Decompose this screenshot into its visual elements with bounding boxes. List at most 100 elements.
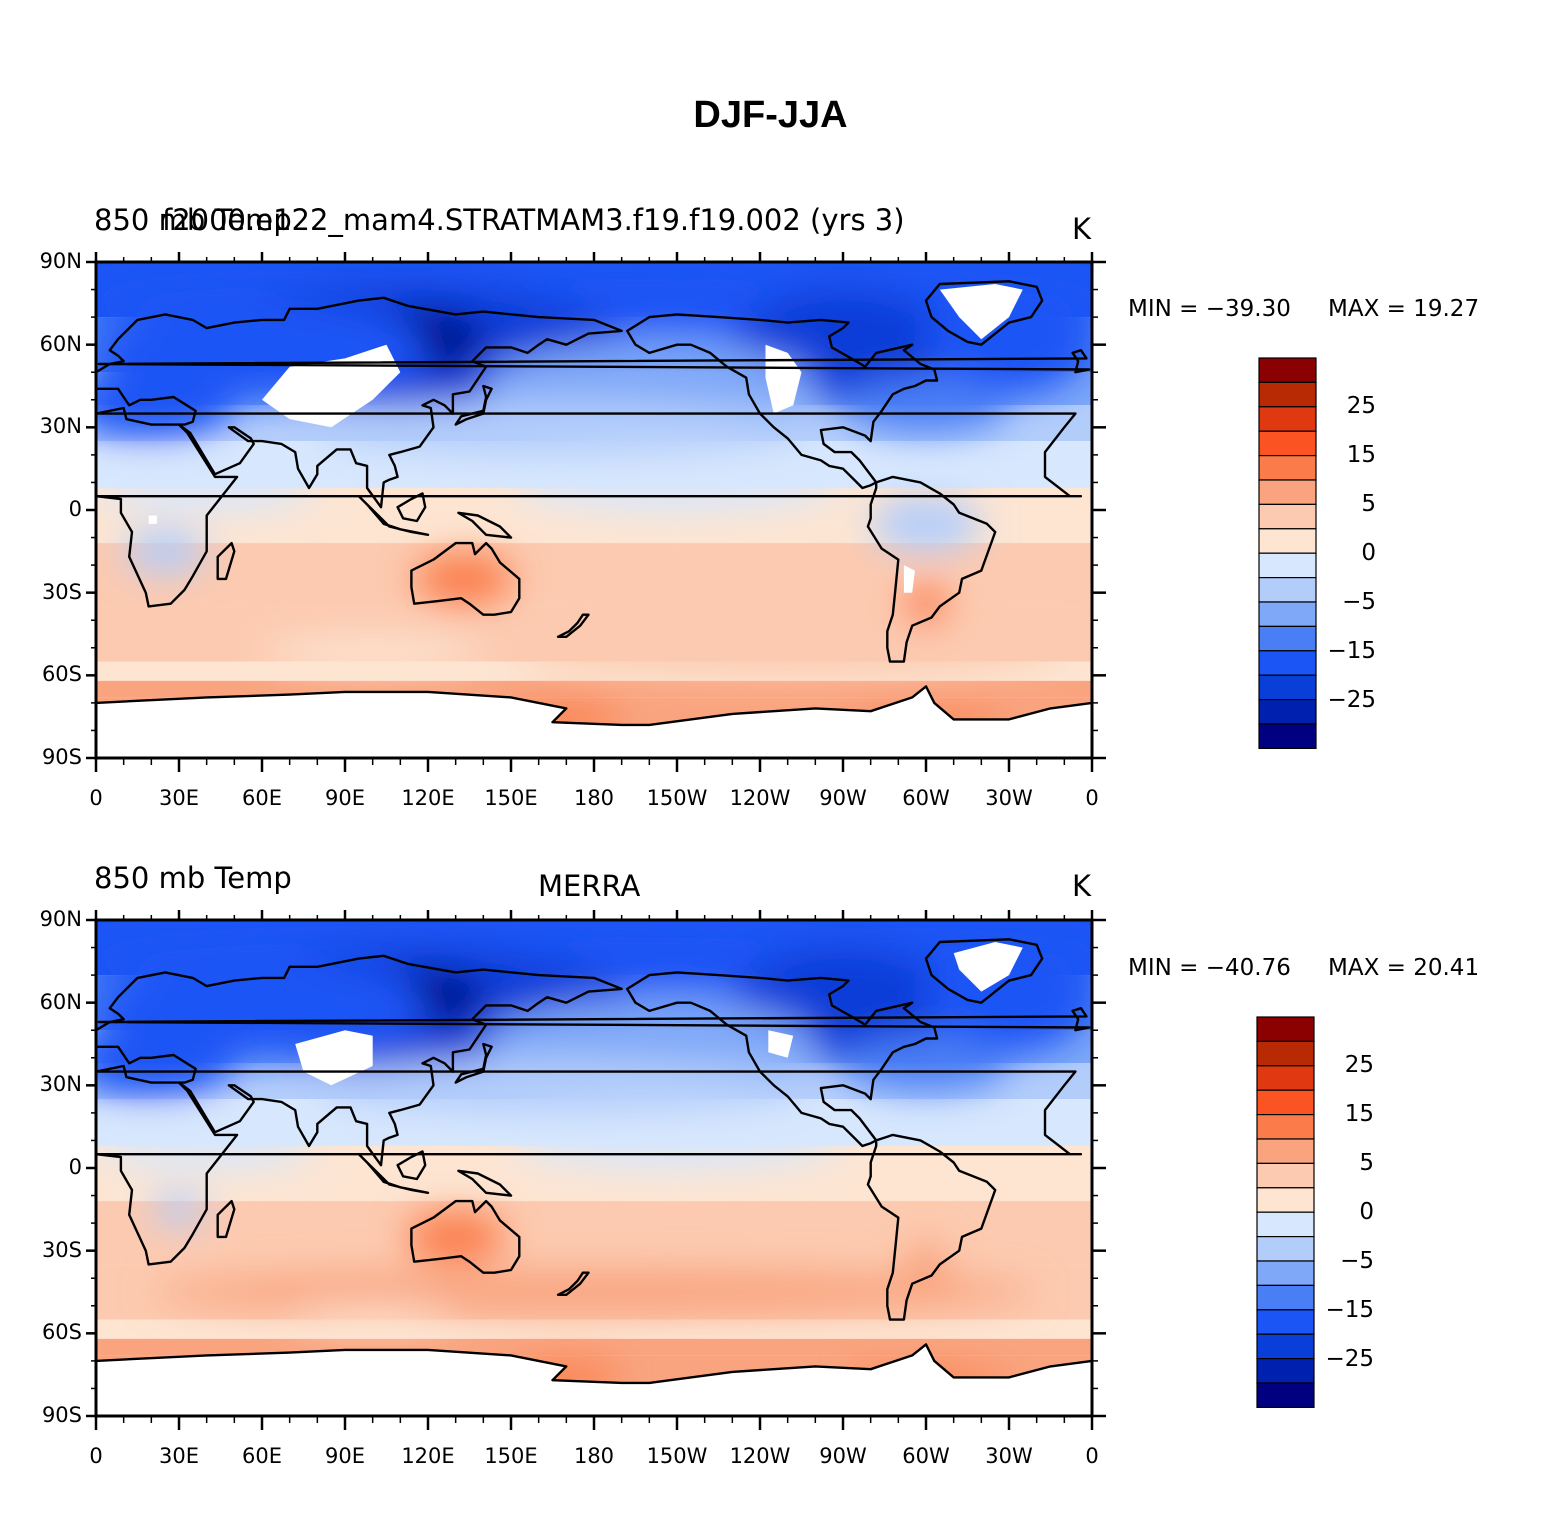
x-tick-label: 90W: [819, 1444, 867, 1468]
colorbar-label: −5: [1340, 1248, 1374, 1274]
x-tick-label: 120E: [401, 786, 455, 810]
colorbar-box: [1258, 552, 1317, 579]
missing-region: [765, 344, 802, 414]
coastline-png: [457, 511, 513, 539]
x-tick-label: 120W: [729, 786, 791, 810]
colorbar-label: 5: [1361, 491, 1376, 517]
colorbar-label: 0: [1359, 1199, 1374, 1225]
panel2-max-text: MAX = 20.41: [1328, 955, 1480, 981]
y-tick-label: 90N: [39, 249, 82, 273]
coastline-europe_asia: [96, 296, 623, 509]
coastline-samerica: [866, 1133, 997, 1321]
panel2-field: [96, 920, 1092, 1416]
panel2-units-label: K: [1072, 869, 1092, 903]
colorbar-box: [1258, 674, 1317, 701]
y-tick-label: 30S: [41, 579, 82, 604]
colorbar-box: [1258, 723, 1317, 749]
panel1-map: [96, 262, 1092, 758]
missing-region: [903, 565, 915, 593]
coastline-antarctica: [96, 1343, 1092, 1385]
contour-region: [289, 1305, 456, 1328]
y-tick-label: 90S: [41, 745, 82, 769]
contour-region: [96, 465, 318, 510]
contour-region: [96, 1123, 318, 1168]
colorbar-label: 5: [1359, 1150, 1374, 1176]
x-tick-label: 0: [1085, 1444, 1099, 1468]
panel2-colorbar: [1256, 1016, 1315, 1408]
panel2-center-label: MERRA: [538, 869, 641, 903]
panel1-field: [96, 262, 1092, 758]
panel1-units-label: K: [1072, 212, 1092, 246]
x-tick-label: 120W: [729, 1444, 791, 1468]
x-tick-label: 150E: [484, 1444, 538, 1468]
contour-region: [151, 1269, 1037, 1315]
x-tick-label: 60W: [902, 786, 950, 810]
contour-region: [123, 529, 207, 574]
x-tick-label: 90W: [819, 786, 867, 810]
x-tick-label: 30E: [159, 1444, 199, 1468]
colorbar-box: [1256, 1382, 1315, 1408]
colorbar-label: −15: [1325, 1297, 1374, 1323]
coastline-japan: [454, 384, 493, 426]
missing-region: [953, 942, 1023, 992]
coastline-uk: [97, 1006, 1091, 1032]
y-tick-label: 90N: [39, 907, 82, 931]
x-tick-label: 0: [89, 786, 103, 810]
coastline-africa: [96, 406, 1083, 608]
colorbar-box: [1256, 1016, 1315, 1042]
contour-region: [151, 1192, 207, 1226]
coastline-indonesia: [357, 1152, 430, 1194]
y-tick-label: 60S: [41, 1320, 82, 1345]
contour-region: [414, 554, 514, 604]
panel1-colorbar: [1258, 357, 1317, 749]
y-tick-label: 60S: [41, 662, 82, 687]
coastline-europe_asia: [96, 954, 623, 1167]
x-tick-label: 0: [89, 1444, 103, 1468]
colorbar-box: [1256, 1089, 1315, 1116]
coastline-borneo: [396, 1150, 427, 1181]
colorbar-box: [1258, 479, 1317, 505]
panel2-left-label: 850 mb Temp: [94, 861, 292, 895]
contour-region: [96, 372, 235, 439]
colorbar-box: [1258, 577, 1317, 603]
coastline-madagascar: [216, 541, 236, 581]
colorbar-box: [1256, 1040, 1315, 1067]
contour-region: [96, 1030, 235, 1097]
x-tick-label: 0: [1085, 786, 1099, 810]
y-tick-label: 30S: [41, 1237, 82, 1262]
colorbar-box: [1258, 357, 1317, 383]
coastline-samerica: [866, 475, 997, 663]
colorbar-box: [1258, 699, 1317, 725]
coastline-australia: [410, 1199, 521, 1274]
panel1-case-label: f2000.e122_mam4.STRATMAM3.f19.f19.002 (y…: [162, 203, 905, 237]
coastline-madagascar: [216, 1199, 236, 1239]
colorbar-label: −15: [1327, 638, 1376, 664]
contour-region: [903, 1242, 949, 1287]
contour-region: [843, 1035, 1009, 1091]
x-tick-label: 90E: [325, 1444, 365, 1468]
colorbar-label: −5: [1342, 589, 1376, 615]
contour-region: [903, 584, 949, 629]
x-tick-label: 120E: [401, 1444, 455, 1468]
colorbar-box: [1256, 1358, 1315, 1384]
colorbar-box: [1256, 1187, 1315, 1213]
x-tick-label: 30E: [159, 786, 199, 810]
y-tick-label: 60N: [39, 331, 82, 356]
x-tick-label: 150E: [484, 786, 538, 810]
contour-region: [843, 377, 1009, 433]
colorbar-box: [1258, 528, 1317, 554]
x-tick-label: 180: [573, 786, 615, 810]
coastline-nz: [556, 613, 590, 638]
x-tick-label: 90E: [325, 786, 365, 810]
y-tick-label: 30N: [39, 414, 82, 439]
missing-region: [96, 686, 1092, 758]
colorbar-box: [1256, 1309, 1315, 1335]
x-tick-label: 150W: [646, 1444, 708, 1468]
colorbar-boxes: [1258, 357, 1317, 749]
coastline-japan: [454, 1042, 493, 1084]
coastline-africa: [96, 1064, 1083, 1266]
colorbar-box: [1258, 454, 1317, 481]
coastline-greenland: [924, 938, 1044, 1004]
x-tick-label: 60E: [242, 786, 282, 810]
contour-region: [405, 1212, 506, 1262]
